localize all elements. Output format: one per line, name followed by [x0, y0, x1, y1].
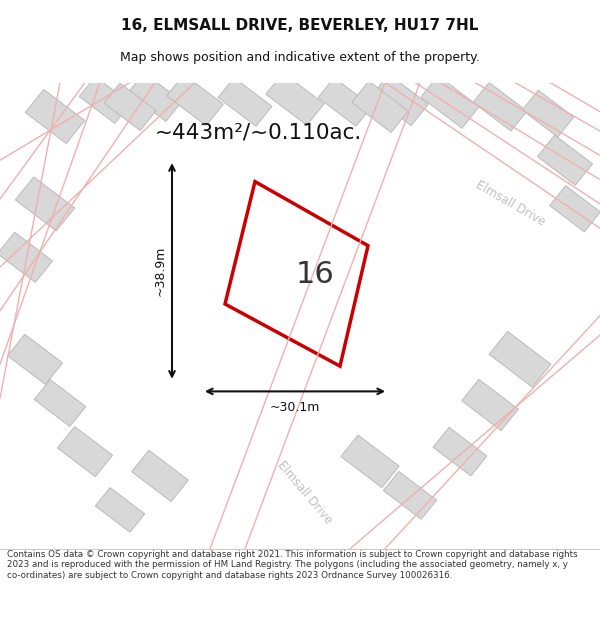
- Text: 16: 16: [296, 260, 334, 289]
- Polygon shape: [104, 83, 156, 131]
- Polygon shape: [95, 488, 145, 532]
- Polygon shape: [538, 135, 593, 185]
- Text: Map shows position and indicative extent of the property.: Map shows position and indicative extent…: [120, 51, 480, 64]
- Polygon shape: [352, 81, 409, 132]
- Polygon shape: [58, 426, 113, 477]
- Polygon shape: [383, 471, 437, 519]
- Polygon shape: [25, 89, 85, 144]
- Text: Elmsall Drive: Elmsall Drive: [473, 179, 547, 229]
- Polygon shape: [341, 435, 399, 488]
- Text: ~443m²/~0.110ac.: ~443m²/~0.110ac.: [154, 122, 362, 142]
- Polygon shape: [0, 232, 53, 282]
- Polygon shape: [131, 450, 188, 502]
- Polygon shape: [371, 74, 428, 126]
- Polygon shape: [218, 78, 272, 126]
- Text: ~38.9m: ~38.9m: [154, 246, 167, 296]
- Polygon shape: [15, 177, 75, 231]
- Polygon shape: [266, 72, 324, 125]
- Polygon shape: [167, 74, 223, 126]
- Polygon shape: [128, 72, 182, 121]
- Polygon shape: [433, 428, 487, 476]
- Polygon shape: [522, 90, 574, 137]
- Polygon shape: [34, 379, 86, 426]
- Polygon shape: [489, 331, 551, 388]
- Text: Contains OS data © Crown copyright and database right 2021. This information is : Contains OS data © Crown copyright and d…: [7, 550, 578, 580]
- Polygon shape: [461, 379, 518, 431]
- Polygon shape: [7, 334, 62, 384]
- Polygon shape: [550, 186, 600, 232]
- Text: ~30.1m: ~30.1m: [270, 401, 320, 414]
- Polygon shape: [318, 78, 372, 126]
- Polygon shape: [79, 77, 131, 123]
- Text: Elmsall Drive: Elmsall Drive: [275, 458, 335, 526]
- Polygon shape: [421, 76, 479, 128]
- Polygon shape: [473, 82, 527, 131]
- Text: 16, ELMSALL DRIVE, BEVERLEY, HU17 7HL: 16, ELMSALL DRIVE, BEVERLEY, HU17 7HL: [121, 18, 479, 33]
